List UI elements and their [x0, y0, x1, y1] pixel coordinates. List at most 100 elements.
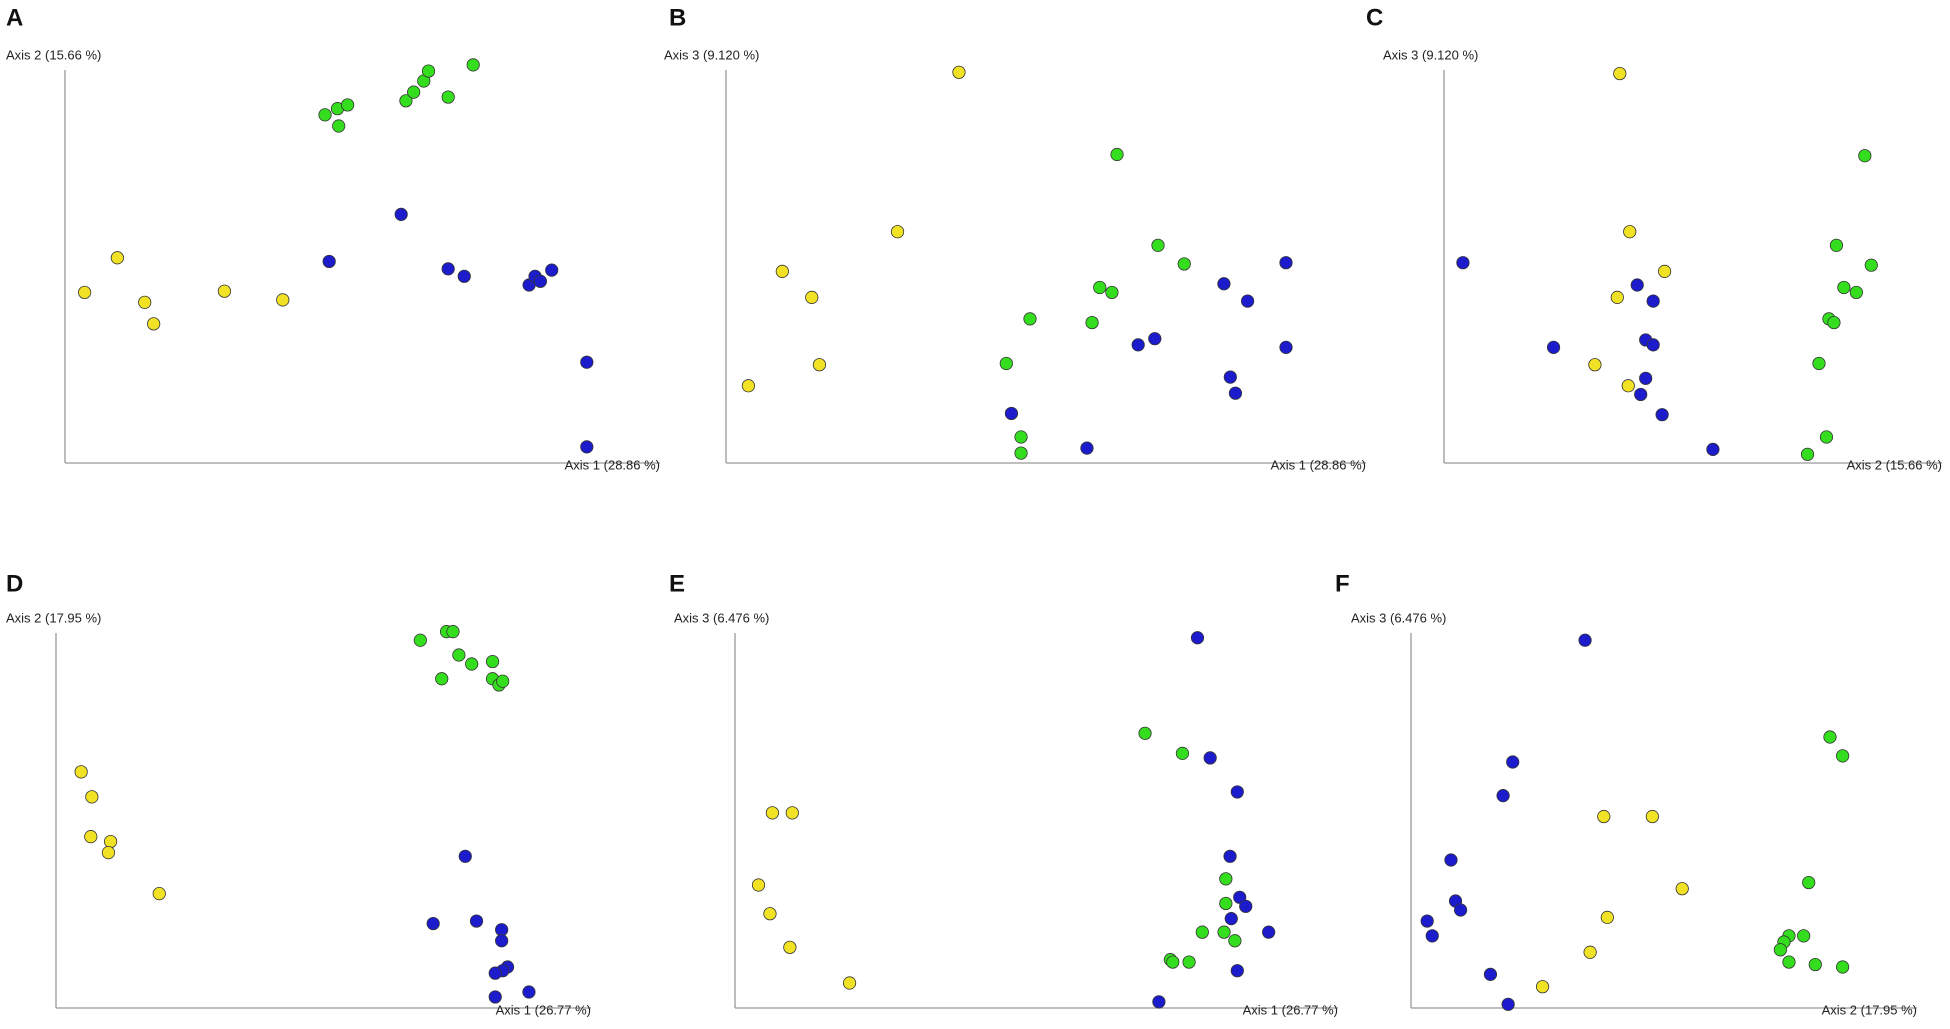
point	[1152, 995, 1166, 1009]
y-axis-label: Axis 2 (17.95 %)	[6, 610, 101, 625]
point	[1583, 945, 1597, 959]
panel-letter: F	[1335, 570, 1350, 597]
point	[488, 990, 502, 1004]
point	[1219, 896, 1233, 911]
point	[1645, 809, 1659, 824]
point	[1849, 285, 1863, 300]
point	[1706, 442, 1720, 456]
point	[741, 379, 756, 393]
point	[1600, 910, 1614, 924]
point	[1224, 912, 1238, 926]
point	[1639, 371, 1653, 385]
point	[441, 262, 455, 276]
point	[1623, 225, 1637, 239]
point	[763, 907, 777, 921]
point	[103, 834, 118, 849]
point	[1014, 446, 1028, 460]
point	[1085, 315, 1099, 330]
point	[1658, 264, 1672, 278]
point	[1138, 726, 1152, 740]
point	[1203, 751, 1217, 765]
point	[999, 356, 1013, 371]
y-axis-label: Axis 2 (15.66 %)	[6, 47, 101, 62]
point	[805, 290, 819, 304]
point	[110, 251, 124, 265]
point	[1420, 914, 1434, 928]
point	[1190, 631, 1205, 645]
point	[1621, 379, 1635, 393]
point	[1506, 755, 1520, 769]
point	[276, 293, 290, 307]
point	[1646, 294, 1660, 308]
x-axis-label: Axis 1 (26.77 %)	[1243, 1002, 1338, 1017]
x-axis-label: Axis 1 (28.86 %)	[565, 457, 660, 472]
point	[1800, 447, 1815, 461]
point	[1546, 340, 1561, 354]
point	[1588, 358, 1602, 372]
point	[1219, 872, 1233, 886]
point	[1217, 925, 1231, 939]
point	[1578, 633, 1592, 647]
point	[1131, 338, 1145, 352]
point	[421, 64, 436, 78]
panel-letter: B	[669, 4, 686, 31]
point	[407, 85, 421, 99]
point	[1241, 294, 1255, 308]
point	[435, 672, 449, 686]
point	[890, 225, 905, 239]
point	[465, 657, 479, 671]
point	[1217, 277, 1231, 291]
point	[1230, 964, 1244, 978]
point	[1151, 238, 1165, 252]
panel-letter: A	[6, 4, 23, 31]
point	[812, 358, 827, 372]
point	[85, 790, 99, 804]
point	[1483, 967, 1498, 981]
point	[775, 264, 789, 278]
point	[1444, 853, 1458, 867]
point	[1829, 238, 1844, 252]
point	[1802, 875, 1816, 890]
point	[1223, 849, 1237, 863]
y-axis-label: Axis 3 (9.120 %)	[1383, 47, 1478, 62]
x-axis-label: Axis 1 (26.77 %)	[496, 1002, 591, 1017]
point	[1773, 943, 1787, 957]
point	[399, 94, 413, 108]
point	[488, 966, 502, 980]
point	[318, 108, 332, 122]
point	[1228, 386, 1243, 400]
point	[1023, 312, 1037, 326]
point	[1223, 370, 1237, 384]
point	[469, 914, 484, 928]
point	[446, 625, 460, 639]
point	[485, 654, 500, 669]
point	[441, 90, 455, 104]
point	[1262, 925, 1276, 939]
point	[413, 633, 427, 647]
point	[147, 317, 161, 331]
y-axis-label: Axis 3 (9.120 %)	[664, 47, 759, 62]
point	[458, 849, 472, 863]
point	[1279, 340, 1293, 354]
point	[452, 648, 466, 662]
point	[783, 940, 797, 954]
point	[1080, 441, 1094, 455]
point	[1655, 408, 1669, 422]
point	[1782, 955, 1796, 969]
point	[394, 207, 408, 221]
point	[1093, 280, 1107, 295]
point	[842, 976, 857, 990]
point	[1675, 882, 1689, 896]
point	[522, 985, 536, 999]
y-axis-label: Axis 3 (6.476 %)	[1351, 610, 1446, 625]
point	[1836, 749, 1850, 763]
point	[1597, 809, 1611, 824]
point	[426, 916, 440, 931]
point	[1634, 387, 1648, 402]
point	[1827, 315, 1841, 330]
point	[496, 674, 510, 688]
point	[1004, 406, 1019, 421]
point	[1453, 903, 1468, 917]
point	[1175, 746, 1190, 760]
